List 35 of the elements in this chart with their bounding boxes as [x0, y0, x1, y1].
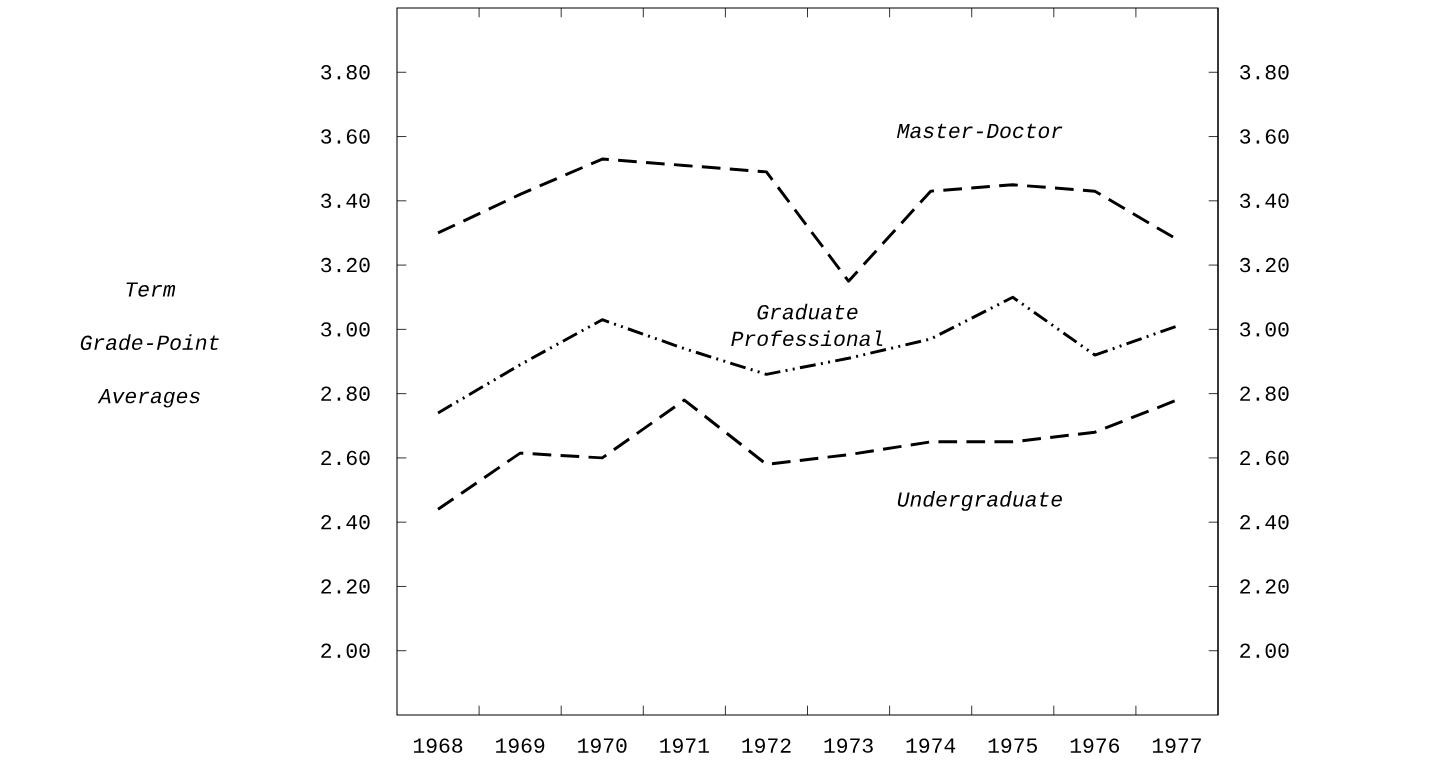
x-tick-label: 1969 [496, 738, 545, 753]
text: Master-Doctor [896, 123, 1063, 139]
y-tick-label: 2.80 [321, 386, 370, 401]
text: Term Grade-Point Averages [80, 282, 219, 408]
x-tick-label: 1974 [906, 738, 956, 753]
x-tick-label: 1973 [824, 738, 873, 753]
y2-tick-label: 3.60 [1240, 129, 1289, 144]
y2-tick-label: 3.20 [1240, 257, 1289, 273]
series-label: Graduate Professional [731, 303, 883, 347]
y-tick-label: 3.20 [321, 257, 370, 273]
x-tick-label: 1971 [660, 738, 709, 753]
y-tick-label: 2.20 [321, 579, 370, 594]
y-tick-label: 2.00 [321, 643, 370, 658]
y2-tick-label: 3.00 [1240, 322, 1289, 337]
y-tick-label: 2.60 [321, 450, 370, 466]
y-tick-label: 3.80 [321, 65, 370, 80]
y2-tick-label: 3.80 [1240, 65, 1289, 80]
y-tick-label: 3.40 [321, 193, 370, 209]
line-series [436, 295, 1179, 415]
y2-tick-label: 2.20 [1240, 579, 1289, 594]
text: Undergraduate [897, 491, 1062, 511]
x-tick-label: 1970 [578, 738, 627, 753]
x-tick-label: 1968 [414, 738, 463, 753]
x-tick-label: 1976 [1070, 738, 1120, 753]
y2-tick-label: 2.60 [1240, 450, 1289, 466]
y2-tick-label: 2.80 [1240, 386, 1289, 401]
y-tick-label: 3.00 [321, 322, 370, 337]
y2-tick-label: 3.40 [1240, 193, 1289, 209]
y-tick-label: 3.60 [321, 129, 370, 144]
y2-tick-label: 2.40 [1240, 514, 1289, 530]
x-tick-label: 1972 [742, 738, 791, 753]
x-tick-label: 1975 [988, 738, 1037, 753]
y-tick-label: 2.40 [321, 514, 370, 530]
y2-tick-label: 2.00 [1240, 643, 1289, 658]
x-tick-label: 1977 [1152, 738, 1201, 753]
